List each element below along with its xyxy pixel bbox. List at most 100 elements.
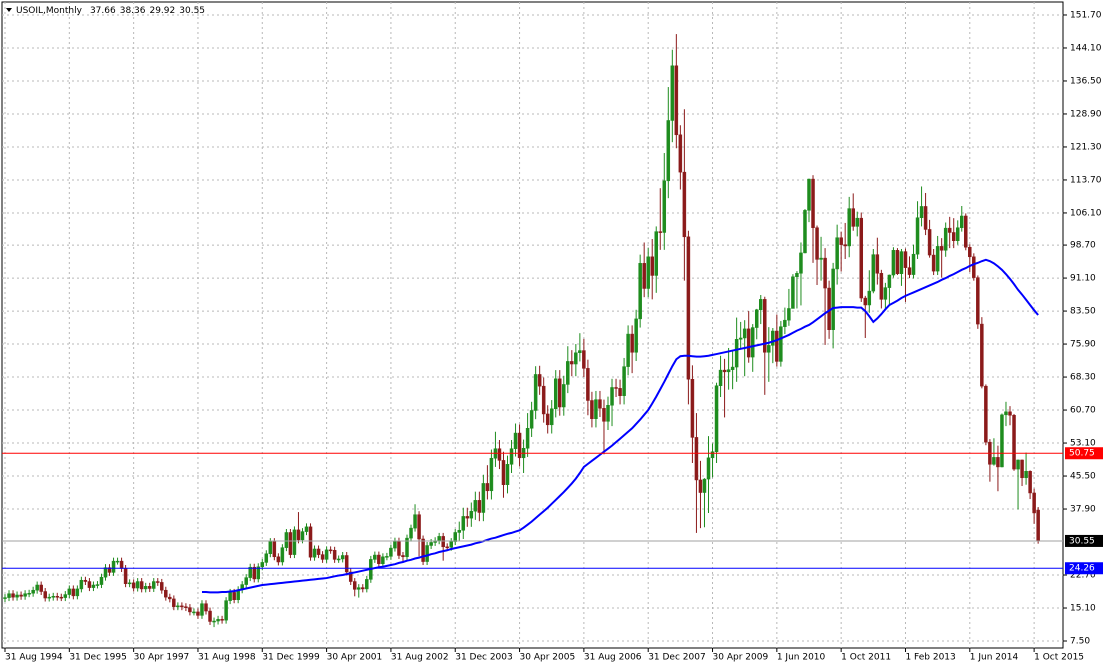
candle-body [232, 592, 236, 601]
x-tick-label: 30 Apr 2009 [713, 653, 769, 663]
candle-body [968, 246, 972, 258]
candle-body [903, 251, 908, 268]
candle-body [200, 603, 204, 616]
candle-body [509, 448, 514, 465]
candle-body [594, 399, 598, 419]
candle-body [980, 323, 984, 387]
candle-body [304, 526, 309, 532]
candle-body [156, 581, 160, 583]
candle-body [545, 413, 550, 426]
x-tick-label: 31 Dec 2007 [648, 653, 706, 663]
candle-body [907, 267, 912, 275]
candle-body [260, 562, 265, 568]
candle-body [642, 263, 646, 289]
grid [2, 2, 1063, 648]
candle-body [63, 594, 68, 598]
candle-body [678, 134, 683, 173]
x-tick-label: 1 Jun 2010 [777, 653, 826, 663]
candle-body [288, 532, 293, 555]
candle-body [296, 529, 301, 541]
x-tick-label: 1 Jun 2014 [970, 653, 1019, 663]
candle-body [264, 553, 269, 563]
candle-body [964, 215, 968, 248]
plot-frame [1, 1, 1064, 649]
menu-arrow[interactable] [6, 8, 12, 12]
candle-body [839, 237, 843, 245]
candle-body [51, 596, 55, 598]
candle-body [196, 611, 200, 616]
candle-body [658, 231, 663, 233]
candle-body [204, 603, 208, 612]
candle-body [139, 581, 144, 590]
y-tick-label: 37.90 [1070, 505, 1096, 515]
y-tick-label: 106.10 [1070, 208, 1102, 218]
candle-body [927, 229, 932, 256]
candle-body [570, 361, 574, 365]
candle-body [558, 378, 562, 408]
candle-body [292, 529, 297, 555]
candle-body [83, 579, 88, 582]
candle-body [91, 584, 96, 588]
candle-body [489, 457, 494, 492]
candle-body [919, 206, 924, 218]
candle-body [622, 366, 626, 396]
candle-body [578, 350, 582, 353]
price-label-box [1065, 534, 1103, 547]
candle-body [1020, 459, 1024, 479]
candle-body [119, 560, 124, 569]
candle-body [131, 582, 136, 589]
candle-body [553, 378, 558, 409]
ohlc-close: 30.55 [179, 6, 205, 16]
candle-body [943, 227, 948, 251]
x-tick-label: 31 Dec 1999 [262, 653, 320, 663]
candle-body [742, 328, 747, 339]
candle-body [1000, 414, 1004, 468]
candle-body [107, 567, 112, 573]
y-tick-label: 53.10 [1070, 439, 1096, 449]
candle-body [501, 460, 506, 485]
candle-body [863, 297, 868, 306]
candle-body [461, 516, 466, 531]
candle-body [582, 350, 586, 369]
candle-body [151, 581, 156, 589]
candle-body [477, 500, 482, 513]
candle-body [413, 514, 417, 529]
candle-body [939, 246, 944, 251]
axes: 151.70 144.10 136.50 128.90 121.30 113.70 106.… [4, 10, 1103, 663]
candle-body [67, 588, 72, 595]
candle-body [332, 550, 337, 560]
y-tick-label: 7.50 [1070, 637, 1090, 647]
candle-body [473, 500, 478, 512]
candle-body [441, 536, 445, 548]
candle-body [7, 593, 11, 598]
candle-body [947, 227, 952, 233]
candle-body [634, 318, 638, 353]
candle-body [429, 542, 433, 546]
candle-body [35, 584, 39, 591]
candle-body [650, 256, 654, 276]
candle-body [835, 237, 839, 270]
candle-body [328, 549, 333, 552]
candle-body [385, 556, 389, 558]
candle-body [284, 532, 289, 548]
candle-body [71, 588, 76, 597]
candle-body [931, 254, 936, 272]
candle-body [405, 537, 409, 558]
candle-body [1012, 415, 1016, 470]
candle-body [457, 530, 462, 533]
x-tick-label: 30 Apr 1997 [134, 653, 190, 663]
candle-body [807, 178, 811, 211]
x-tick-label: 31 Dec 2003 [455, 653, 513, 663]
candle-body [598, 399, 602, 409]
candle-body [666, 120, 671, 182]
x-tick-label: 31 Aug 2006 [584, 653, 642, 663]
candle-body [610, 387, 614, 406]
level-label: 50.75 [1069, 449, 1095, 459]
candle-body [590, 400, 594, 419]
candle-body [95, 584, 100, 586]
y-tick-label: 68.30 [1070, 373, 1096, 383]
x-tick-label: 31 Aug 1998 [198, 653, 256, 663]
candle-body [99, 576, 104, 585]
candle-body [899, 251, 904, 274]
